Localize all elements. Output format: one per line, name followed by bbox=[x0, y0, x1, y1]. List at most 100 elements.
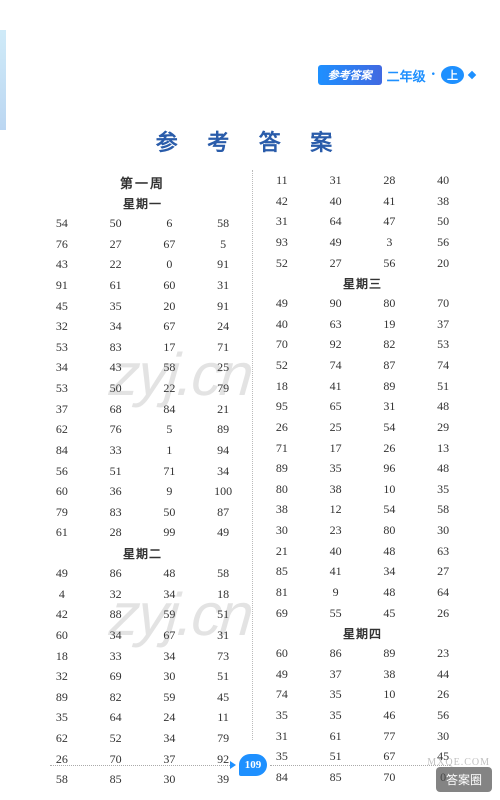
table-cell: 41 bbox=[309, 376, 363, 397]
table-cell: 28 bbox=[89, 522, 143, 543]
table-row: 52748774 bbox=[255, 355, 470, 376]
table-cell: 40 bbox=[309, 191, 363, 212]
table-cell: 64 bbox=[416, 582, 470, 603]
table-cell: 89 bbox=[363, 376, 417, 397]
table-cell: 52 bbox=[89, 728, 143, 749]
table-cell: 37 bbox=[309, 664, 363, 685]
table-cell: 45 bbox=[35, 296, 89, 317]
table-cell: 32 bbox=[35, 666, 89, 687]
table-cell: 6 bbox=[143, 213, 197, 234]
table-row: 42885951 bbox=[35, 604, 250, 625]
table-cell: 12 bbox=[309, 499, 363, 520]
table-cell: 50 bbox=[89, 378, 143, 399]
corner-badge: 答案圈 bbox=[436, 767, 492, 792]
table-row: 60868923 bbox=[255, 643, 470, 664]
day4-title: 星期四 bbox=[255, 625, 470, 642]
table-cell: 79 bbox=[35, 502, 89, 523]
table-cell: 82 bbox=[363, 334, 417, 355]
table-cell: 62 bbox=[35, 419, 89, 440]
table-cell: 40 bbox=[416, 170, 470, 191]
table-cell: 34 bbox=[143, 584, 197, 605]
table-cell: 54 bbox=[35, 213, 89, 234]
table-cell: 25 bbox=[309, 417, 363, 438]
table-cell: 54 bbox=[363, 417, 417, 438]
table-cell: 31 bbox=[255, 211, 309, 232]
table-cell: 33 bbox=[89, 440, 143, 461]
table-cell: 80 bbox=[363, 293, 417, 314]
table-cell: 46 bbox=[363, 705, 417, 726]
table-cell: 90 bbox=[309, 293, 363, 314]
table-cell: 31 bbox=[196, 625, 250, 646]
table-cell: 48 bbox=[363, 582, 417, 603]
table-cell: 63 bbox=[416, 541, 470, 562]
table-cell: 74 bbox=[309, 355, 363, 376]
table-cell: 71 bbox=[143, 461, 197, 482]
table-cell: 42 bbox=[255, 191, 309, 212]
table-row: 49908070 bbox=[255, 293, 470, 314]
table-cell: 5 bbox=[196, 234, 250, 255]
table-cell: 11 bbox=[255, 170, 309, 191]
table-row: 42404138 bbox=[255, 191, 470, 212]
table-cell: 52 bbox=[255, 253, 309, 274]
table-cell: 29 bbox=[416, 417, 470, 438]
table-cell: 35 bbox=[309, 458, 363, 479]
table-row: 89825945 bbox=[35, 687, 250, 708]
table-row: 31644750 bbox=[255, 211, 470, 232]
table-cell: 58 bbox=[143, 357, 197, 378]
table-cell: 38 bbox=[309, 479, 363, 500]
table-row: 89359648 bbox=[255, 458, 470, 479]
table-cell: 58 bbox=[196, 213, 250, 234]
table-row: 4323418 bbox=[35, 584, 250, 605]
table-cell: 60 bbox=[143, 275, 197, 296]
table-row: 21404863 bbox=[255, 541, 470, 562]
table-cell: 1 bbox=[143, 440, 197, 461]
edge-decoration bbox=[0, 30, 6, 130]
table-row: 69554526 bbox=[255, 603, 470, 624]
table-cell: 34 bbox=[89, 625, 143, 646]
table-cell: 89 bbox=[196, 419, 250, 440]
table-cell: 38 bbox=[363, 664, 417, 685]
table-cell: 38 bbox=[416, 191, 470, 212]
table-row: 30238030 bbox=[255, 520, 470, 541]
table-row: 38125458 bbox=[255, 499, 470, 520]
table-cell: 27 bbox=[309, 253, 363, 274]
table-cell: 31 bbox=[196, 275, 250, 296]
column-divider bbox=[252, 170, 253, 740]
table-cell: 83 bbox=[89, 337, 143, 358]
table-row: 52275620 bbox=[255, 253, 470, 274]
table-row: 7627675 bbox=[35, 234, 250, 255]
table-cell: 51 bbox=[196, 604, 250, 625]
badge-grade: 二年级 bbox=[387, 66, 426, 85]
table-cell: 20 bbox=[416, 253, 470, 274]
table-cell: 21 bbox=[255, 541, 309, 562]
table-cell: 3 bbox=[363, 232, 417, 253]
table-cell: 35 bbox=[255, 705, 309, 726]
dots-right bbox=[270, 765, 450, 766]
table-cell: 40 bbox=[255, 314, 309, 335]
table-row: 9349356 bbox=[255, 232, 470, 253]
table-row: 37688421 bbox=[35, 399, 250, 420]
table-row: 35642411 bbox=[35, 707, 250, 728]
table-cell: 48 bbox=[416, 396, 470, 417]
table-cell: 27 bbox=[416, 561, 470, 582]
table-cell: 26 bbox=[255, 417, 309, 438]
table-row: 45352091 bbox=[35, 296, 250, 317]
table-cell: 43 bbox=[89, 357, 143, 378]
table-cell: 85 bbox=[255, 561, 309, 582]
table-cell: 18 bbox=[255, 376, 309, 397]
table-cell: 0 bbox=[143, 254, 197, 275]
table-cell: 94 bbox=[196, 440, 250, 461]
table-cell: 59 bbox=[143, 687, 197, 708]
table-cell: 60 bbox=[35, 625, 89, 646]
table-cell: 51 bbox=[416, 376, 470, 397]
table-cell: 53 bbox=[35, 337, 89, 358]
table-cell: 79 bbox=[196, 728, 250, 749]
table-cell: 28 bbox=[363, 170, 417, 191]
table-cell: 35 bbox=[309, 684, 363, 705]
table-cell: 34 bbox=[89, 316, 143, 337]
table-row: 80381035 bbox=[255, 479, 470, 500]
table-cell: 84 bbox=[35, 440, 89, 461]
table-cell: 86 bbox=[309, 643, 363, 664]
table-cell: 34 bbox=[363, 561, 417, 582]
table-cell: 22 bbox=[89, 254, 143, 275]
